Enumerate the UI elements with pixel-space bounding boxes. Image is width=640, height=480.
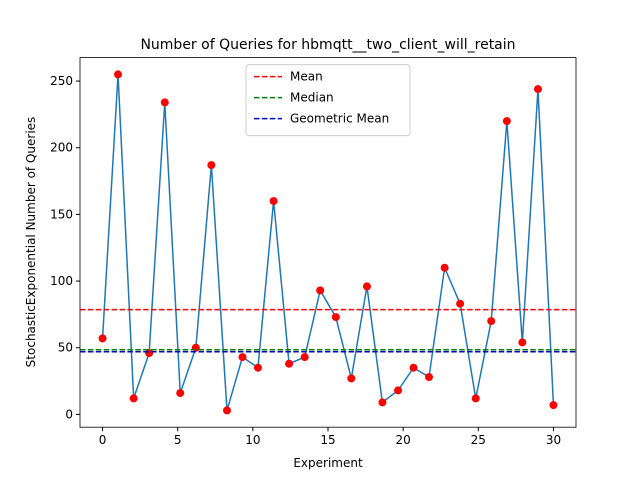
data-point bbox=[425, 373, 434, 382]
data-point bbox=[362, 282, 371, 291]
data-point bbox=[253, 363, 262, 372]
data-point bbox=[98, 334, 107, 343]
plot-frame bbox=[79, 57, 577, 428]
x-tick-label: 5 bbox=[174, 433, 182, 447]
data-point bbox=[129, 394, 138, 403]
data-point bbox=[549, 401, 558, 410]
y-axis-label: StochasticExponential Number of Queries bbox=[24, 117, 38, 368]
data-point bbox=[471, 394, 480, 403]
legend-box bbox=[245, 64, 411, 137]
legend-label: Median bbox=[290, 91, 334, 105]
data-point bbox=[440, 263, 449, 272]
chart-title: Number of Queries for hbmqtt__two_client… bbox=[140, 37, 515, 53]
x-axis-label: Experiment bbox=[293, 456, 363, 470]
data-point bbox=[487, 317, 496, 326]
legend-label: Geometric Mean bbox=[290, 112, 389, 126]
data-point bbox=[300, 353, 309, 362]
y-tick-label: 150 bbox=[50, 207, 73, 221]
x-tick-label: 0 bbox=[99, 433, 107, 447]
data-point bbox=[238, 353, 247, 362]
data-line bbox=[101, 74, 555, 411]
y-tick-label: 100 bbox=[50, 274, 73, 288]
data-point bbox=[222, 406, 231, 415]
data-point bbox=[394, 386, 403, 395]
data-point bbox=[114, 70, 123, 79]
data-point bbox=[456, 299, 465, 308]
x-tick-label: 10 bbox=[245, 433, 260, 447]
data-point bbox=[347, 374, 356, 383]
y-tick-label: 250 bbox=[50, 74, 73, 88]
data-point bbox=[331, 313, 340, 322]
data-point bbox=[316, 286, 325, 295]
y-tick-label: 0 bbox=[65, 407, 73, 421]
x-tick-label: 15 bbox=[320, 433, 335, 447]
x-tick-label: 25 bbox=[471, 433, 486, 447]
data-point bbox=[176, 389, 185, 398]
y-tick-label: 200 bbox=[50, 141, 73, 155]
data-point bbox=[269, 197, 278, 206]
data-point bbox=[409, 363, 418, 372]
data-point bbox=[207, 161, 216, 170]
y-tick-label: 50 bbox=[58, 341, 73, 355]
x-tick-label: 20 bbox=[396, 433, 411, 447]
x-tick-label: 30 bbox=[546, 433, 561, 447]
data-point bbox=[533, 85, 542, 94]
data-point bbox=[160, 98, 169, 107]
data-point bbox=[378, 398, 387, 407]
data-point bbox=[518, 338, 527, 347]
data-point bbox=[502, 117, 511, 126]
legend-label: Mean bbox=[290, 70, 323, 84]
data-point bbox=[191, 343, 200, 352]
data-point bbox=[285, 359, 294, 368]
